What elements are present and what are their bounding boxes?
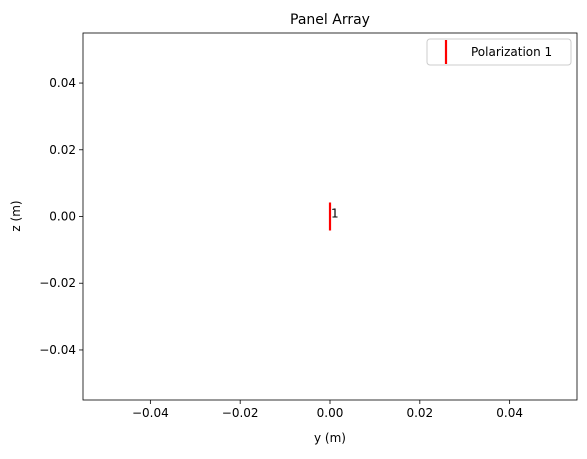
x-axis-label: y (m): [314, 431, 346, 445]
data-point-label: 1: [331, 207, 339, 221]
x-tick-label: 0.04: [496, 406, 523, 420]
y-tick-label: 0.04: [49, 76, 76, 90]
x-tick-label: −0.02: [222, 406, 259, 420]
legend-label: Polarization 1: [471, 45, 552, 59]
y-tick-label: 0.00: [49, 210, 76, 224]
axes: −0.04 −0.02 0.00 0.02 0.04 −0.04 −0.02 0.00 0.02…: [39, 33, 577, 420]
chart-title: Panel Array: [290, 12, 370, 28]
x-tick-label: 0.00: [317, 406, 344, 420]
y-tick-label: −0.02: [39, 276, 76, 290]
x-tick-label: −0.04: [132, 406, 169, 420]
y-tick-label: 0.02: [49, 143, 76, 157]
legend: Polarization 1: [427, 39, 571, 65]
y-axis-label: z (m): [9, 200, 23, 231]
x-tick-label: 0.02: [406, 406, 433, 420]
y-tick-label: −0.04: [39, 343, 76, 357]
plot-area: 1: [330, 203, 339, 231]
